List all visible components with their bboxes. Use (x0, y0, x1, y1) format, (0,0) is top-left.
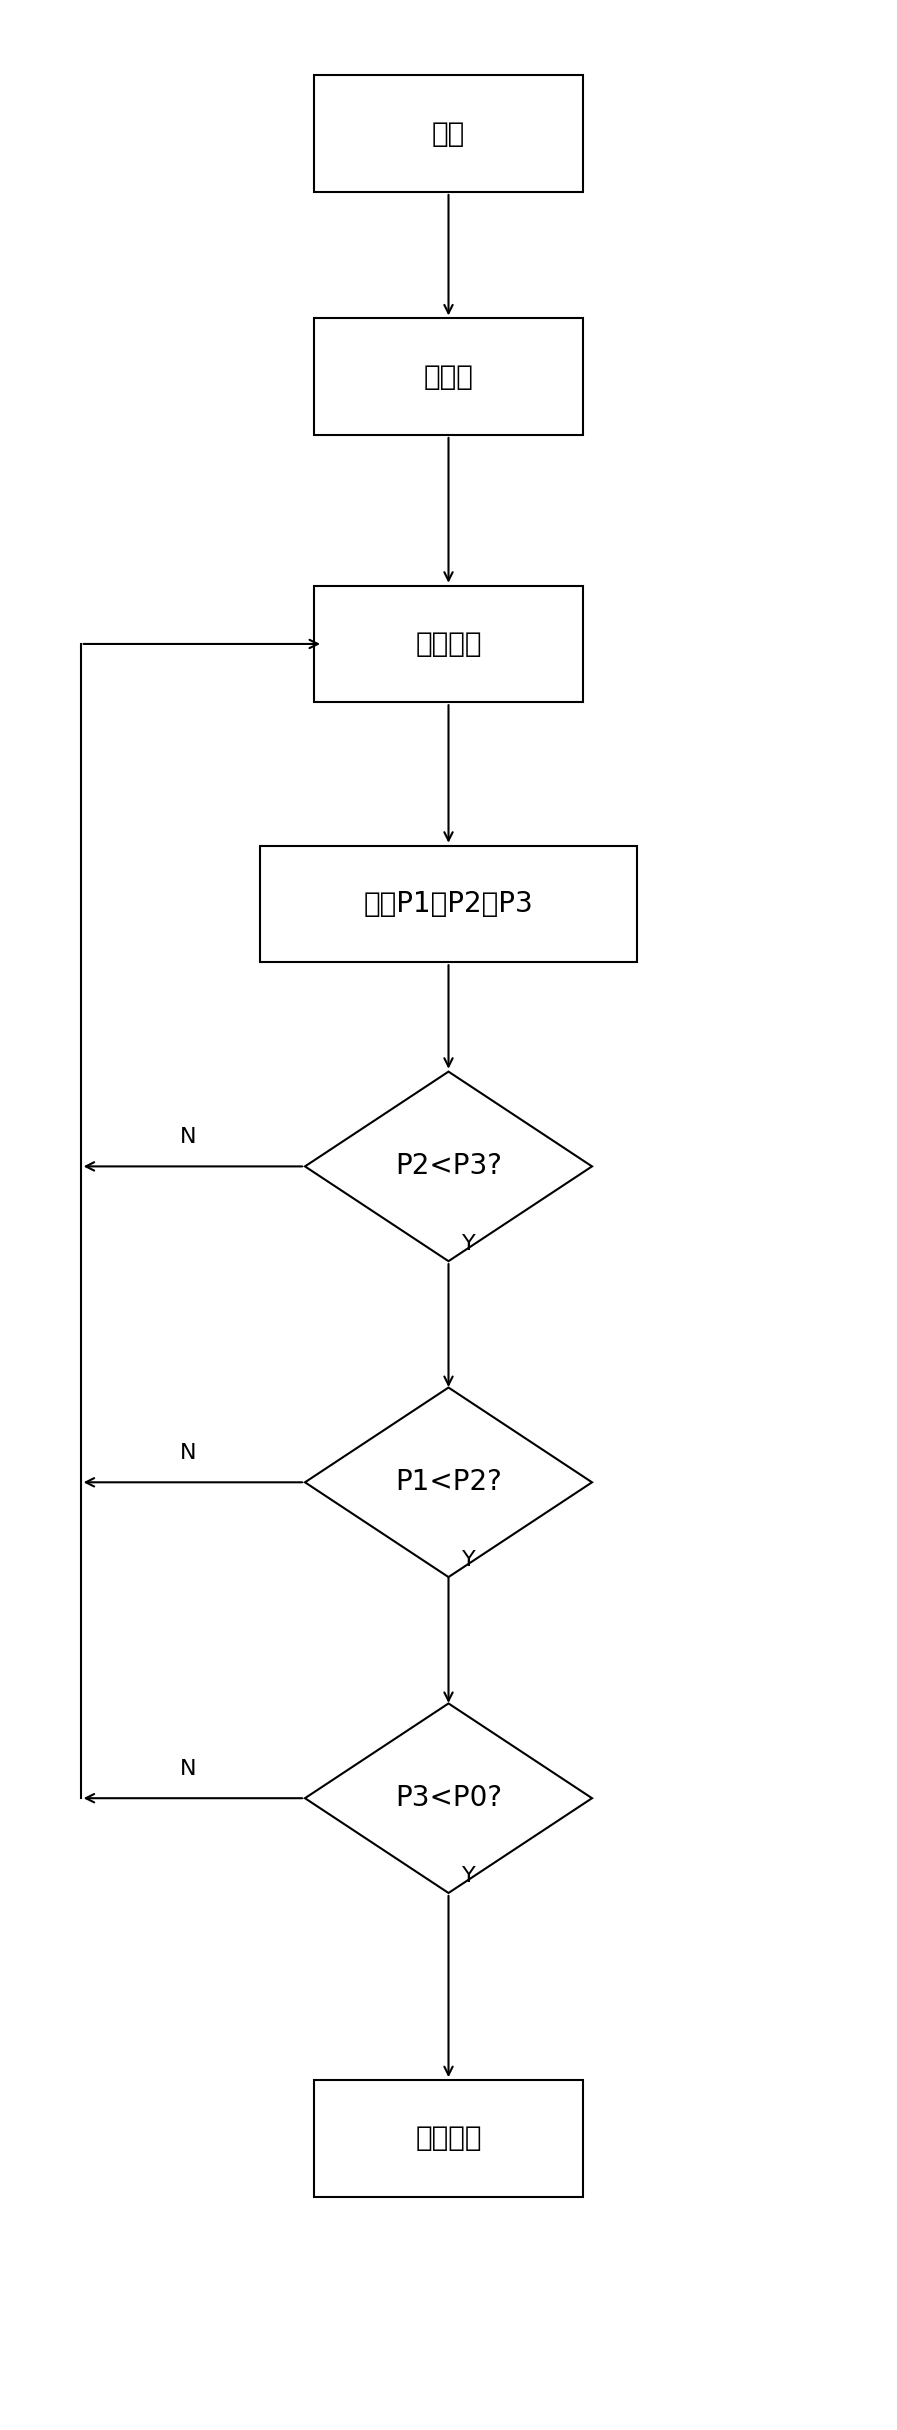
Text: P3<P0?: P3<P0? (395, 1784, 502, 1813)
Text: 开始: 开始 (431, 119, 466, 148)
Text: 初始化: 初始化 (423, 362, 474, 391)
Bar (314, 586, 583, 702)
Text: N: N (180, 1759, 196, 1779)
Text: Y: Y (462, 1866, 475, 1886)
Bar (260, 846, 637, 962)
Polygon shape (305, 1388, 592, 1577)
Polygon shape (305, 1703, 592, 1893)
Bar (314, 2080, 583, 2197)
Text: N: N (180, 1443, 196, 1463)
Text: Y: Y (462, 1234, 475, 1254)
Text: P1<P2?: P1<P2? (395, 1468, 502, 1497)
Bar (314, 318, 583, 435)
Text: P2<P3?: P2<P3? (395, 1152, 502, 1181)
Text: 记录P1、P2、P3: 记录P1、P2、P3 (363, 889, 534, 919)
Text: 吸气状态: 吸气状态 (415, 2124, 482, 2153)
Bar (314, 75, 583, 192)
Polygon shape (305, 1072, 592, 1261)
Text: 探测压力: 探测压力 (415, 629, 482, 659)
Text: Y: Y (462, 1550, 475, 1570)
Text: N: N (180, 1128, 196, 1147)
